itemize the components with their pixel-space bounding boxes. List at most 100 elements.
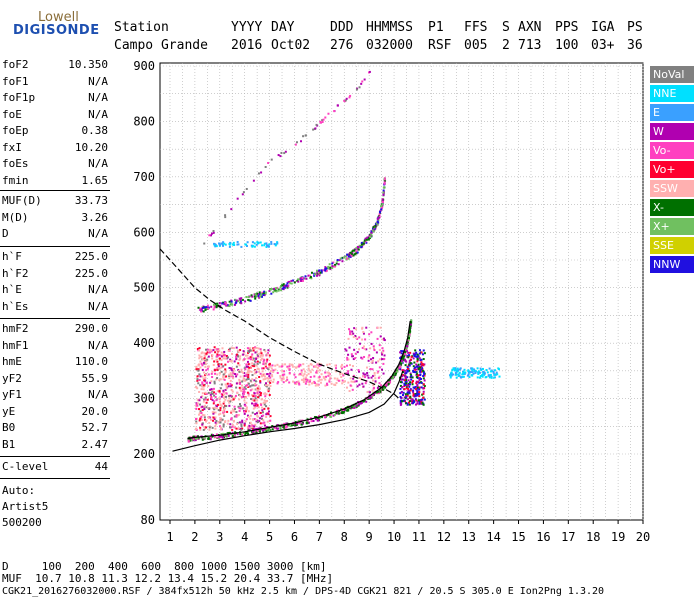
echo-point xyxy=(269,376,272,379)
trace-point xyxy=(354,405,357,408)
echo-point xyxy=(467,369,470,372)
echo-point xyxy=(259,381,262,384)
trace-point xyxy=(300,423,303,426)
echo-point xyxy=(416,394,419,397)
param-separator xyxy=(0,318,110,319)
echo-point xyxy=(493,376,496,379)
echo-point xyxy=(353,348,356,351)
echo-point xyxy=(224,398,227,401)
trace-point xyxy=(195,437,198,440)
echo-point xyxy=(409,358,412,361)
trace-point xyxy=(363,78,366,81)
trace-point xyxy=(282,286,285,289)
echo-point xyxy=(254,380,257,383)
echo-point xyxy=(217,367,220,370)
echo-point xyxy=(240,245,243,248)
echo-point xyxy=(302,374,305,377)
trace-point xyxy=(347,255,350,258)
header-label-hhmmss: HHMMSS xyxy=(366,20,413,35)
echo-point xyxy=(267,352,270,355)
echo-point xyxy=(208,348,211,351)
trace-point xyxy=(315,123,318,126)
param-value: N/A xyxy=(88,74,108,88)
echo-point xyxy=(200,411,203,414)
echo-point xyxy=(420,401,423,404)
echo-point xyxy=(416,390,419,393)
echo-point xyxy=(362,372,365,375)
echo-point xyxy=(329,376,332,379)
trace-point xyxy=(389,380,392,383)
echo-point xyxy=(251,411,254,414)
echo-point xyxy=(278,365,281,368)
echo-point xyxy=(225,385,228,388)
echo-point xyxy=(478,371,481,374)
echo-point xyxy=(309,376,312,379)
echo-point xyxy=(467,371,470,374)
echo-point xyxy=(288,371,291,374)
echo-point xyxy=(220,383,223,386)
echo-point xyxy=(281,363,284,366)
echo-point xyxy=(236,422,239,425)
trace-point xyxy=(357,245,360,248)
trace-point xyxy=(252,179,255,182)
echo-point xyxy=(243,403,246,406)
echo-point xyxy=(381,347,384,350)
echo-point xyxy=(256,363,259,366)
echo-point xyxy=(222,402,225,405)
echo-point xyxy=(333,383,336,386)
trace-point xyxy=(376,220,379,223)
echo-point xyxy=(307,367,310,370)
echo-point xyxy=(215,419,218,422)
x-tick-label: 12 xyxy=(437,530,451,544)
echo-point xyxy=(401,386,404,389)
echo-point xyxy=(415,382,418,385)
echo-point xyxy=(302,377,305,380)
echo-point xyxy=(362,332,365,335)
echo-point xyxy=(199,360,202,363)
echo-point xyxy=(308,380,311,383)
trace-point xyxy=(357,248,360,251)
echo-point xyxy=(405,385,408,388)
echo-point xyxy=(219,412,222,415)
echo-point xyxy=(227,385,230,388)
echo-point xyxy=(254,397,257,400)
echo-point xyxy=(346,358,349,361)
trace-point xyxy=(231,435,234,438)
echo-point xyxy=(269,381,272,384)
echo-point xyxy=(212,387,215,390)
trace-point xyxy=(364,238,367,241)
param-row-clevel: C-level 44 xyxy=(2,460,108,474)
echo-point xyxy=(229,241,232,244)
echo-point xyxy=(423,398,426,401)
trace-point xyxy=(355,88,358,91)
echo-point xyxy=(406,391,409,394)
echo-point xyxy=(251,384,254,387)
echo-point xyxy=(377,360,380,363)
echo-point xyxy=(306,379,309,382)
echo-point xyxy=(416,402,419,405)
trace-point xyxy=(203,242,206,245)
echo-point xyxy=(405,387,408,390)
echo-point xyxy=(404,394,407,397)
echo-point xyxy=(420,402,423,405)
trace-point xyxy=(230,300,233,303)
echo-point xyxy=(212,416,215,419)
trace-point xyxy=(322,269,325,272)
echo-point xyxy=(364,376,367,379)
echo-point xyxy=(269,384,272,387)
trace-point xyxy=(210,433,213,436)
trace-point xyxy=(352,254,355,257)
trace-point xyxy=(244,433,247,436)
echo-point xyxy=(374,380,377,383)
echo-point xyxy=(419,370,422,373)
header-value-iga: 03+ xyxy=(591,38,615,53)
echo-point xyxy=(222,244,225,247)
echo-point xyxy=(238,380,241,383)
echo-point xyxy=(217,354,220,357)
echo-point xyxy=(242,392,245,395)
echo-point xyxy=(216,360,219,363)
trace-point xyxy=(324,266,327,269)
echo-point xyxy=(399,403,402,406)
echo-point xyxy=(214,396,217,399)
echo-point xyxy=(240,389,243,392)
